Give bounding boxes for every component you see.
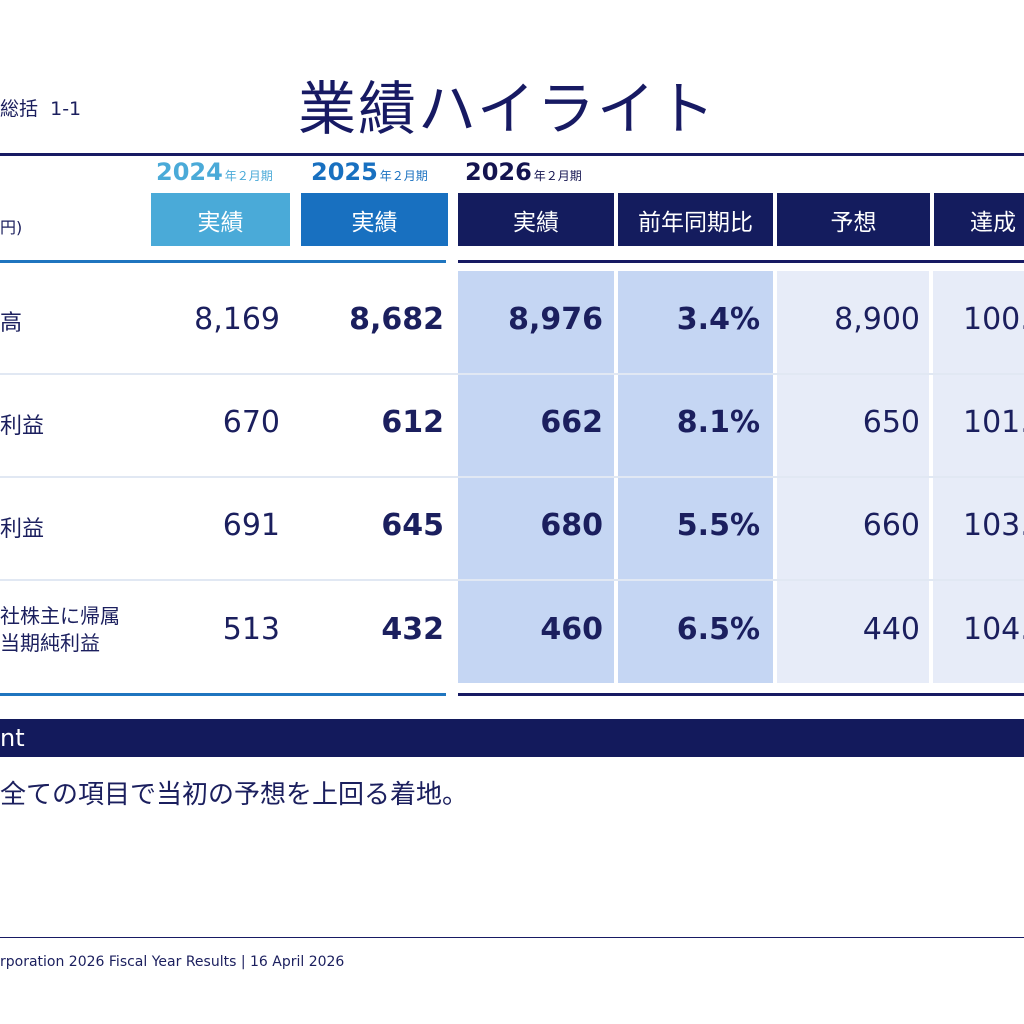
col-header-2026-actual: 実績 <box>458 193 614 246</box>
row-label: 社株主に帰属 当期純利益 <box>0 603 120 657</box>
cell-yoy: 8.1% <box>676 405 760 440</box>
col-header-yoy: 前年同期比 <box>618 193 773 246</box>
cell-2025: 645 <box>381 508 444 543</box>
section-label: 総括 1-1 <box>0 94 81 121</box>
cell-achievement: 103. <box>963 508 1024 543</box>
cell-2026: 680 <box>540 508 603 543</box>
cell-2026: 662 <box>540 405 603 440</box>
cell-2026: 8,976 <box>508 302 603 337</box>
cell-achievement: 100. <box>963 302 1024 337</box>
year-number: 2025 <box>311 158 378 186</box>
fiscal-period: 年２月期 <box>533 169 582 183</box>
table-bottom-rule-left <box>0 693 446 696</box>
cell-2024: 8,169 <box>194 302 280 337</box>
row-label: 高 <box>0 311 23 336</box>
table-top-rule-left <box>0 260 446 263</box>
cell-2024: 691 <box>222 508 280 543</box>
cell-forecast: 8,900 <box>834 302 920 337</box>
fiscal-period: 年２月期 <box>224 169 273 183</box>
section-name: 総括 <box>0 98 39 120</box>
col-header-achievement: 達成 <box>934 193 1024 246</box>
footer-divider <box>0 937 1024 938</box>
year-number: 2024 <box>156 158 223 186</box>
cell-2024: 513 <box>222 612 280 647</box>
cell-yoy: 5.5% <box>676 508 760 543</box>
fiscal-period: 年２月期 <box>379 169 428 183</box>
table-top-rule-right <box>458 260 1024 263</box>
col-header-2024-actual: 実績 <box>151 193 290 246</box>
cell-2026: 460 <box>540 612 603 647</box>
unit-label: 円) <box>0 218 23 237</box>
page-title: 業績ハイライト <box>298 75 717 143</box>
row-label: 利益 <box>0 517 45 542</box>
row-divider <box>0 373 1024 375</box>
col-header-forecast: 予想 <box>777 193 930 246</box>
point-heading-bar: nt <box>0 719 1024 757</box>
cell-yoy: 3.4% <box>676 302 760 337</box>
cell-forecast: 440 <box>862 612 920 647</box>
col-header-2025-actual: 実績 <box>301 193 448 246</box>
point-text: 全ての項目で当初の予想を上回る着地。 <box>0 780 469 810</box>
cell-2025: 432 <box>381 612 444 647</box>
year-label-2026: 2026 年２月期 <box>465 158 582 190</box>
header-divider <box>0 153 1024 156</box>
row-label-line2: 当期純利益 <box>0 631 100 655</box>
row-label-line1: 社株主に帰属 <box>0 604 120 628</box>
table-bottom-rule-right <box>458 693 1024 696</box>
cell-achievement: 104. <box>963 612 1024 647</box>
row-label: 利益 <box>0 414 45 439</box>
footer-text: rporation 2026 Fiscal Year Results | 16 … <box>0 954 345 970</box>
cell-2025: 612 <box>381 405 444 440</box>
section-number: 1-1 <box>50 98 82 120</box>
row-divider <box>0 476 1024 478</box>
year-label-2024: 2024 年２月期 <box>156 158 273 190</box>
cell-achievement: 101. <box>963 405 1024 440</box>
point-heading: nt <box>0 724 25 752</box>
cell-2025: 8,682 <box>349 302 444 337</box>
year-label-2025: 2025 年２月期 <box>311 158 428 190</box>
cell-forecast: 650 <box>862 405 920 440</box>
cell-2024: 670 <box>222 405 280 440</box>
year-number: 2026 <box>465 158 532 186</box>
row-divider <box>0 579 1024 581</box>
cell-yoy: 6.5% <box>676 612 760 647</box>
cell-forecast: 660 <box>862 508 920 543</box>
